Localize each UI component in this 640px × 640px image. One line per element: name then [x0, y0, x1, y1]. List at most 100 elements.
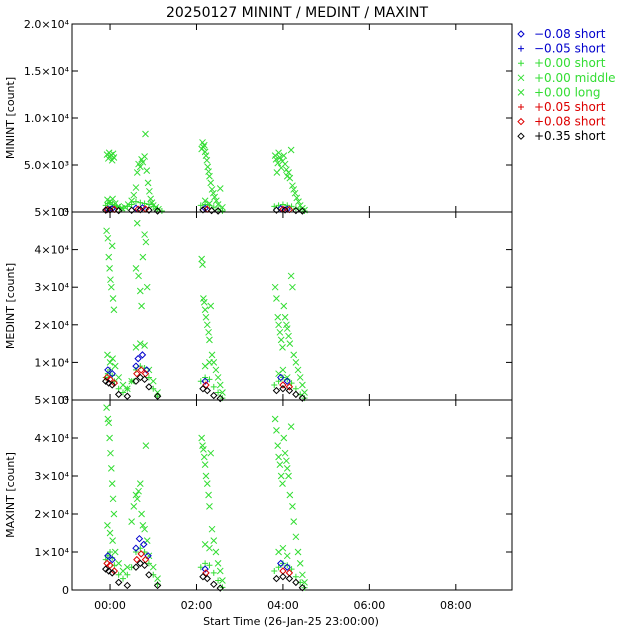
data-point [108, 569, 116, 577]
data-point [132, 362, 140, 370]
data-point [298, 584, 307, 592]
data-point [292, 359, 300, 366]
data-point [215, 206, 222, 213]
data-point [301, 208, 308, 214]
data-point [146, 187, 153, 195]
data-point [271, 568, 278, 574]
legend-marker [518, 60, 524, 67]
data-point [138, 302, 145, 310]
data-point [212, 548, 220, 556]
data-point [137, 550, 145, 558]
data-point [216, 381, 224, 389]
data-point [105, 253, 113, 261]
data-point [135, 534, 144, 543]
data-point [202, 381, 210, 389]
data-point [108, 242, 116, 250]
data-point [132, 491, 140, 499]
data-point [275, 378, 282, 385]
data-point [109, 295, 117, 302]
data-point [142, 130, 149, 138]
data-point [127, 206, 136, 215]
data-point [208, 186, 216, 193]
data-point [285, 332, 292, 340]
chart-title: 20250127 MININT / MEDINT / MAXINT [166, 5, 428, 21]
data-point [109, 554, 116, 561]
data-point [145, 560, 152, 567]
data-point [208, 351, 216, 359]
data-point [135, 487, 142, 495]
data-point [136, 163, 144, 171]
data-point [279, 385, 287, 393]
legend-label: +0.00 middle [534, 71, 616, 85]
data-point [206, 544, 213, 552]
data-point [153, 392, 162, 400]
data-point [202, 313, 210, 321]
data-point [102, 565, 110, 573]
data-point [116, 204, 123, 211]
x-tick-label: 00:00 [94, 599, 126, 612]
panel-minint: 0 5.0×10³ 1.0×10⁴ 1.5×10⁴ 2.0×10⁴ MININT [cou… [4, 18, 513, 219]
data-point [283, 465, 291, 472]
data-point [104, 351, 111, 359]
data-point [106, 529, 114, 537]
data-point [140, 375, 149, 384]
data-point [201, 197, 209, 205]
data-point [283, 457, 290, 465]
data-point [277, 373, 285, 382]
data-point [271, 283, 279, 291]
data-point [286, 491, 294, 499]
data-point [205, 328, 212, 336]
data-point [145, 571, 153, 579]
data-point [211, 193, 218, 201]
data-point [135, 272, 142, 280]
data-point [142, 238, 150, 246]
legend-label: +0.00 short [534, 56, 606, 70]
legend-label: −0.05 short [534, 42, 606, 56]
data-point [141, 153, 148, 160]
data-point [201, 306, 209, 314]
data-point [114, 578, 123, 587]
y-tick-label: 1×10⁴ [34, 546, 69, 559]
data-point [295, 198, 302, 206]
data-point [214, 201, 222, 208]
data-point [279, 544, 287, 552]
data-point [153, 581, 162, 590]
data-point [103, 227, 110, 235]
data-point [115, 571, 122, 578]
data-point [276, 154, 284, 161]
data-point [283, 563, 291, 571]
data-point [154, 389, 161, 396]
data-point [201, 377, 209, 385]
data-point [286, 174, 294, 182]
data-point [206, 336, 213, 344]
data-point [276, 461, 284, 468]
data-point [292, 533, 300, 541]
data-point [275, 321, 282, 329]
data-point [271, 203, 278, 210]
x-axis-label: Start Time (26-Jan-25 23:00:00) [203, 615, 379, 628]
data-point [207, 206, 216, 215]
data-point [110, 154, 118, 161]
data-point [206, 562, 213, 569]
data-point [102, 377, 110, 385]
data-point [272, 574, 281, 583]
data-point [136, 287, 144, 295]
data-point [281, 313, 289, 321]
data-point [104, 522, 111, 529]
data-point [149, 377, 157, 385]
data-point [288, 566, 295, 573]
data-point [200, 143, 207, 151]
legend-marker [517, 117, 525, 126]
data-point [274, 159, 282, 167]
data-point [279, 374, 286, 381]
data-point [197, 564, 204, 571]
data-point [143, 283, 151, 291]
data-point [109, 195, 116, 203]
data-point [290, 518, 298, 525]
data-point [289, 182, 296, 190]
data-point [280, 152, 288, 159]
data-point [134, 354, 142, 363]
data-point [111, 378, 118, 385]
data-point [284, 202, 291, 209]
data-point [106, 375, 114, 384]
